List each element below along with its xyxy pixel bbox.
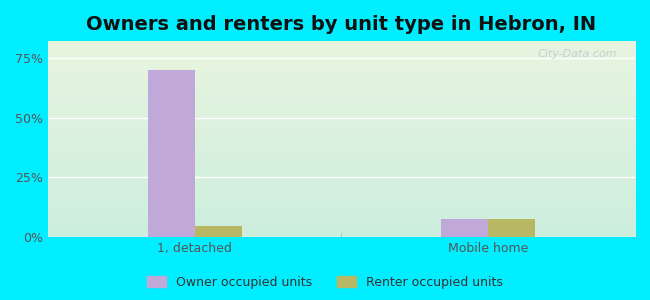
Bar	[441, 219, 488, 237]
Title: Owners and renters by unit type in Hebron, IN: Owners and renters by unit type in Hebro…	[86, 15, 597, 34]
Bar	[148, 70, 194, 237]
Text: City-Data.com: City-Data.com	[538, 49, 617, 59]
Bar	[194, 226, 242, 237]
Legend: Owner occupied units, Renter occupied units: Owner occupied units, Renter occupied un…	[142, 271, 508, 294]
Bar	[488, 219, 535, 237]
